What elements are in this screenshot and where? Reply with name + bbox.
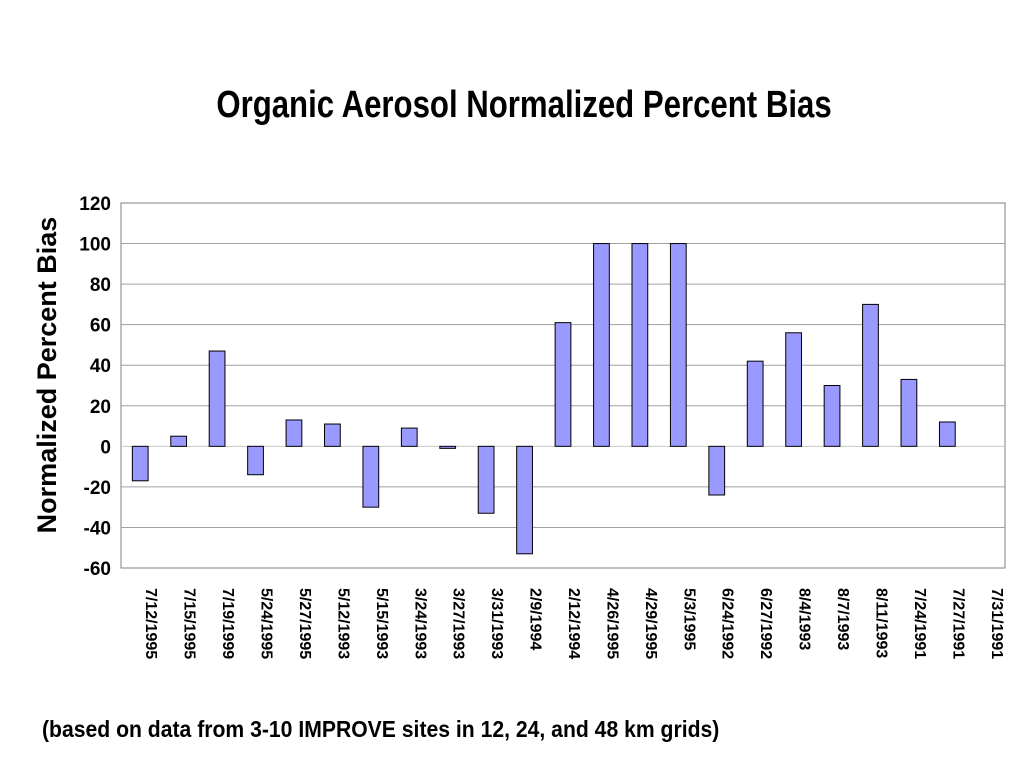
bar	[170, 435, 188, 447]
y-tick-labels: 120 100 80 60 40 20 0 -20 -40 -60	[79, 194, 111, 580]
y-tick-label: 120	[79, 194, 111, 215]
y-tick-label: 80	[90, 275, 111, 296]
bar	[862, 303, 879, 447]
x-tick-label: 5/27/1995	[296, 588, 313, 659]
bar	[554, 322, 572, 447]
bar	[900, 378, 918, 447]
x-tick-label: 8/7/1993	[834, 588, 851, 650]
x-tick-label: 7/15/1995	[181, 588, 198, 659]
bar	[785, 332, 802, 447]
bar	[823, 385, 841, 447]
x-tick-label: 6/24/1992	[719, 588, 736, 659]
bar	[516, 445, 533, 555]
bar	[631, 243, 649, 447]
x-tick-label: 8/4/1993	[796, 588, 813, 650]
x-tick-labels: 7/12/1995 7/15/1995 7/19/1999 5/24/1995 5/27…	[142, 588, 1005, 659]
y-tick-label: -20	[84, 478, 111, 499]
footnote: (based on data from 3-10 IMPROVE sites i…	[42, 716, 720, 742]
chart-title: Organic Aerosol Normalized Percent Bias	[216, 84, 832, 126]
x-tick-label: 2/9/1994	[527, 588, 544, 650]
bar	[439, 445, 457, 449]
x-tick-label: 8/11/1993	[872, 588, 889, 658]
bar	[247, 445, 264, 476]
bars	[131, 243, 956, 555]
bar	[324, 423, 341, 447]
bar	[400, 427, 418, 447]
bar	[208, 350, 226, 447]
bar	[938, 421, 956, 447]
bar	[362, 445, 380, 508]
x-tick-label: 7/24/1991	[911, 588, 928, 659]
x-tick-label: 5/24/1995	[258, 588, 275, 659]
y-tick-label: 40	[90, 356, 111, 377]
bar	[669, 243, 687, 447]
bar	[477, 445, 495, 514]
x-tick-label: 4/29/1995	[642, 588, 659, 659]
y-tick-label: -60	[84, 559, 111, 580]
y-tick-label: 100	[79, 235, 111, 256]
bar	[131, 445, 149, 482]
x-tick-label: 6/27/1992	[757, 588, 774, 659]
bar	[708, 445, 726, 496]
y-tick-label: -40	[84, 518, 111, 539]
x-tick-label: 5/12/1993	[334, 588, 351, 659]
x-tick-label: 4/26/1995	[603, 588, 620, 659]
x-tick-label: 3/27/1993	[450, 588, 467, 659]
bar	[285, 419, 303, 447]
bar	[746, 360, 764, 447]
bar-chart: 120 100 80 60 40 20 0 -20 -40 -60 7/12/1995 7/15/1…	[79, 194, 1006, 659]
x-tick-label: 2/12/1994	[565, 588, 582, 659]
x-tick-label: 7/12/1995	[142, 588, 159, 659]
x-tick-label: 5/3/1995	[680, 588, 697, 650]
y-tick-label: 0	[100, 437, 111, 458]
x-tick-label: 7/19/1999	[219, 588, 236, 659]
x-tick-label: 3/31/1993	[488, 588, 505, 659]
y-tick-label: 20	[90, 397, 111, 418]
x-tick-label: 3/24/1993	[411, 588, 428, 659]
bar	[593, 243, 610, 447]
y-tick-label: 60	[90, 316, 111, 337]
x-tick-label: 5/15/1993	[373, 588, 390, 659]
x-tick-label: 7/27/1991	[949, 588, 966, 659]
x-tick-label: 7/31/1991	[988, 588, 1005, 659]
